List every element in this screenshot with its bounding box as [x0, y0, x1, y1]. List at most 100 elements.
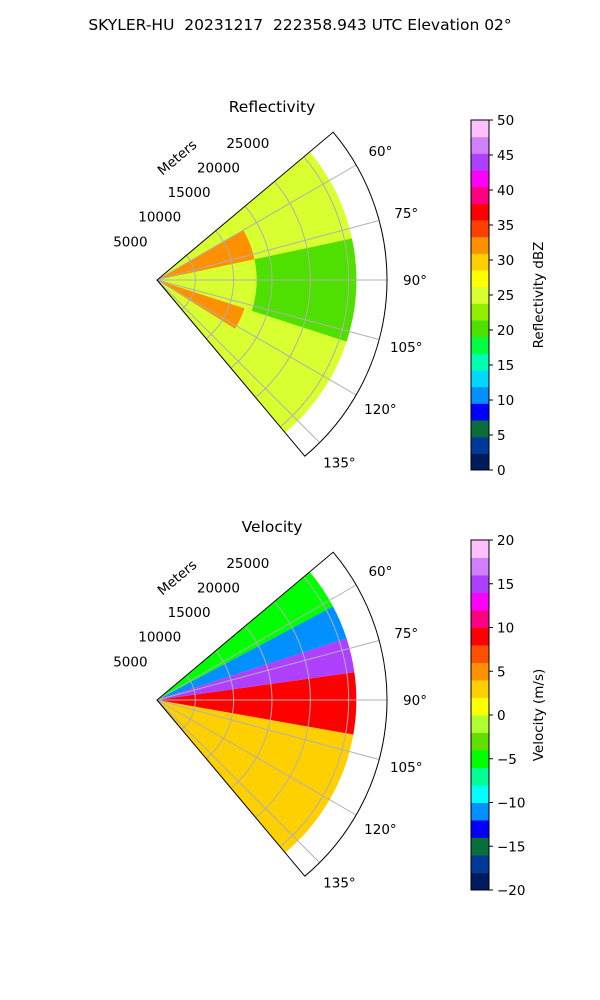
radial-grid-ring	[205, 230, 235, 340]
colorbar-swatch	[471, 785, 489, 803]
colorbar-swatch	[471, 370, 489, 388]
colorbar-tick-label: 25	[497, 288, 514, 304]
radial-tick-label: 15000	[168, 185, 211, 201]
colorbar-swatch	[471, 872, 489, 891]
colorbar-tick-label: 0	[497, 708, 506, 724]
theta-tick-label: 90°	[403, 693, 427, 709]
colorbar-tick-label: 20	[497, 323, 514, 339]
radial-tick-label: 5000	[113, 234, 147, 250]
radial-grid-ring	[230, 625, 273, 789]
colorbar-swatch	[471, 386, 489, 404]
colorbar-swatch	[471, 697, 489, 716]
chart-title: Velocity	[242, 518, 303, 536]
colorbar-swatch	[471, 186, 489, 204]
data-region	[157, 672, 357, 735]
colorbar-swatch	[471, 420, 489, 438]
colorbar-label: Velocity (m/s)	[531, 669, 547, 762]
colorbar-swatch	[471, 153, 489, 171]
radial-tick-label: 10000	[138, 630, 181, 646]
colorbar-tick-label: −15	[497, 839, 526, 855]
angular-grid-line	[156, 699, 357, 816]
data-region	[157, 230, 255, 280]
theta-tick-label: 120°	[364, 402, 397, 418]
colorbar-swatch	[471, 236, 489, 254]
colorbar-swatch	[471, 837, 489, 856]
radial-axis-label: Meters	[155, 137, 201, 179]
colorbar-swatch	[471, 336, 489, 354]
radial-grid-ring	[255, 181, 311, 398]
radial-axis-label: Meters	[155, 557, 201, 599]
theta-tick-label: 105°	[390, 340, 423, 356]
colorbar-tick-label: 50	[497, 113, 514, 129]
colorbar-tick-label: 0	[497, 463, 506, 479]
colorbar-tick-label: 5	[497, 428, 506, 444]
colorbar-swatch	[471, 767, 489, 786]
theta-tick-label: 60°	[368, 144, 392, 160]
colorbar-swatch	[471, 627, 489, 646]
theta-tick-label: 135°	[323, 875, 356, 891]
angular-grid-line	[156, 279, 320, 443]
radial-tick-label: 20000	[197, 580, 240, 596]
colorbar-swatch	[471, 353, 489, 371]
colorbar-swatch	[471, 303, 489, 321]
colorbar-tick-label: 15	[497, 577, 514, 593]
colorbar-swatch	[471, 575, 489, 593]
colorbar-swatch	[471, 220, 489, 238]
colorbar-swatch	[471, 453, 489, 471]
colorbar-tick-label: −5	[497, 752, 517, 768]
data-region	[157, 700, 354, 853]
polar-frame	[156, 131, 388, 457]
colorbar-swatch	[471, 436, 489, 454]
data-region	[157, 571, 333, 700]
colorbar-swatch	[471, 557, 489, 576]
angular-grid-line	[156, 699, 320, 863]
colorbar-tick-label: 10	[497, 393, 514, 409]
colorbar-swatch	[471, 592, 489, 611]
colorbar-swatch	[471, 286, 489, 304]
colorbar-swatch	[471, 253, 489, 271]
angular-grid-line	[156, 699, 380, 761]
colorbar-swatch	[471, 645, 489, 663]
angular-grid-line	[156, 639, 380, 701]
colorbar-tick-label: 15	[497, 358, 514, 374]
colorbar-tick-label: 35	[497, 218, 514, 234]
angular-grid-line	[156, 584, 357, 701]
colorbar-swatch	[471, 802, 489, 821]
colorbar-swatch	[471, 403, 489, 421]
radial-grid-ring	[279, 576, 350, 848]
radial-tick-label: 5000	[113, 654, 147, 670]
radial-tick-label: 25000	[226, 136, 269, 152]
radial-tick-label: 15000	[168, 605, 211, 621]
colorbar-swatch	[471, 750, 489, 768]
colorbar-swatch	[471, 855, 489, 873]
colorbar-swatch	[471, 136, 489, 154]
angular-grid-line	[156, 164, 357, 281]
colorbar-swatch	[471, 662, 489, 681]
colorbar-label: Reflectivity dBZ	[531, 242, 547, 349]
radial-tick-label: 20000	[197, 160, 240, 176]
colorbar-tick-label: 45	[497, 148, 514, 164]
colorbar-swatch	[471, 320, 489, 338]
theta-tick-label: 105°	[390, 760, 423, 776]
data-region	[239, 151, 345, 244]
data-region	[157, 606, 347, 700]
radial-tick-label: 10000	[138, 210, 181, 226]
colorbar-swatch	[471, 680, 489, 698]
data-region	[251, 238, 357, 342]
figure-title: SKYLER-HU 20231217 222358.943 UTC Elevat…	[88, 16, 512, 34]
radial-grid-ring	[255, 601, 311, 818]
colorbar-swatch	[471, 203, 489, 221]
colorbar-tick-label: 5	[497, 664, 506, 680]
chart-title: Reflectivity	[229, 98, 316, 116]
colorbar-tick-label: 40	[497, 183, 514, 199]
theta-tick-label: 120°	[364, 822, 397, 838]
colorbar-swatch	[471, 610, 489, 628]
colorbar-swatch	[471, 120, 489, 138]
colorbar-swatch	[471, 732, 489, 751]
theta-tick-label: 75°	[394, 626, 418, 642]
polar-frame	[156, 551, 388, 877]
colorbar-swatch	[471, 540, 489, 558]
angular-grid-line	[156, 279, 380, 341]
radial-grid-ring	[205, 650, 235, 760]
